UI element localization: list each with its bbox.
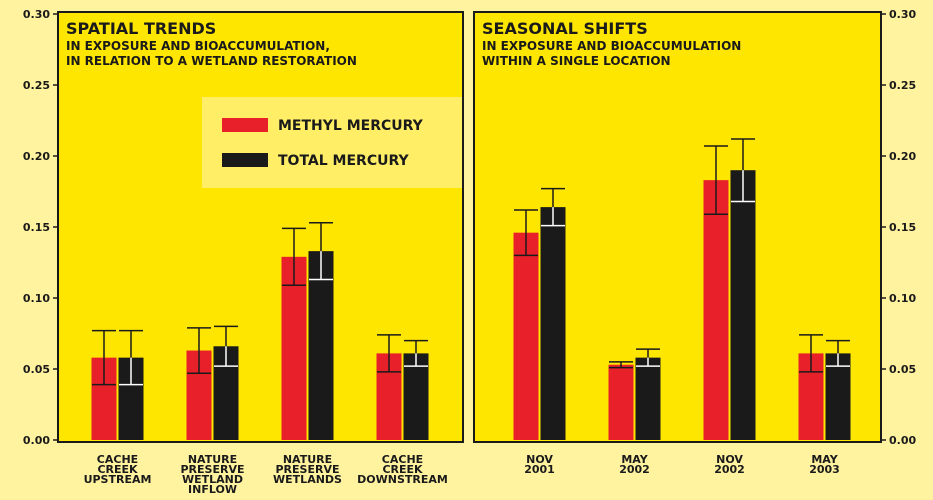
x-tick-label-line: UPSTREAM xyxy=(84,473,152,486)
x-tick-label-line: MAY xyxy=(811,453,838,466)
y-tick-label: 0.20 xyxy=(23,150,50,163)
y-tick-label: 0.30 xyxy=(889,8,916,21)
x-tick-label-line: 2003 xyxy=(809,463,840,476)
chart-subtitle: IN EXPOSURE AND BIOACCUMULATION, xyxy=(66,39,330,53)
y-tick-label: 0.15 xyxy=(23,221,50,234)
x-tick-label-line: INFLOW xyxy=(188,483,237,496)
chart-title: SPATIAL TRENDS xyxy=(66,19,216,38)
x-tick-label-line: NATURE xyxy=(188,453,237,466)
x-tick-label: MAY 2003 xyxy=(809,453,840,476)
y-tick-label: 0.30 xyxy=(23,8,50,21)
chart-title: SEASONAL SHIFTS xyxy=(482,19,648,38)
bar xyxy=(281,256,307,440)
x-tick-label-line: NOV xyxy=(526,453,553,466)
x-tick-label-line: CACHE xyxy=(382,453,423,466)
chart-subtitle: IN RELATION TO A WETLAND RESTORATION xyxy=(66,54,357,68)
y-tick-label: 0.25 xyxy=(23,79,50,92)
bar xyxy=(540,207,566,440)
y-tick-label: 0.00 xyxy=(889,434,916,447)
x-tick-label-line: 2002 xyxy=(619,463,650,476)
chart-subtitle: IN EXPOSURE AND BIOACCUMULATION xyxy=(482,39,741,53)
x-tick-label-line: PRESERVE xyxy=(181,463,245,476)
bar xyxy=(703,180,729,440)
bar xyxy=(608,364,634,440)
y-tick-label: 0.20 xyxy=(889,150,916,163)
bar xyxy=(308,251,334,440)
chart-subtitle: WITHIN A SINGLE LOCATION xyxy=(482,54,671,68)
x-tick-label-line: MAY xyxy=(621,453,648,466)
y-tick-label: 0.15 xyxy=(889,221,916,234)
x-tick-label-line: 2002 xyxy=(714,463,745,476)
bar xyxy=(513,232,539,440)
x-tick-label-line: NOV xyxy=(716,453,743,466)
x-tick-label: MAY 2002 xyxy=(619,453,650,476)
x-tick-label: NOV 2001 xyxy=(524,453,555,476)
legend-swatch xyxy=(222,118,268,132)
y-tick-label: 0.05 xyxy=(23,363,50,376)
legend-swatch xyxy=(222,153,268,167)
x-tick-label: CACHE CREEK UPSTREAM xyxy=(84,453,152,486)
x-tick-label-line: NATURE xyxy=(283,453,332,466)
x-tick-label: CACHE CREEK DOWNSTREAM xyxy=(357,453,448,486)
y-tick-label: 0.10 xyxy=(23,292,50,305)
bar xyxy=(730,170,756,440)
x-tick-label-line: WETLAND xyxy=(182,473,243,486)
legend-label: TOTAL MERCURY xyxy=(278,153,409,169)
y-tick-label: 0.00 xyxy=(23,434,50,447)
y-tick-label: 0.05 xyxy=(889,363,916,376)
y-tick-label: 0.25 xyxy=(889,79,916,92)
legend-box xyxy=(202,97,462,188)
x-tick-label: NATURE PRESERVE WETLAND INFLOW xyxy=(181,453,245,496)
x-tick-label-line: PRESERVE xyxy=(276,463,340,476)
bar xyxy=(825,353,851,440)
bar xyxy=(635,357,661,440)
legend-label: METHYL MERCURY xyxy=(278,118,424,134)
x-tick-label: NATURE PRESERVE WETLANDS xyxy=(273,453,342,486)
x-tick-label-line: CREEK xyxy=(97,463,138,476)
bar xyxy=(403,353,429,440)
x-tick-label-line: CREEK xyxy=(382,463,423,476)
y-tick-label: 0.10 xyxy=(889,292,916,305)
x-tick-label-line: WETLANDS xyxy=(273,473,342,486)
x-tick-label-line: 2001 xyxy=(524,463,555,476)
x-tick-label: NOV 2002 xyxy=(714,453,745,476)
x-tick-label-line: CACHE xyxy=(97,453,138,466)
x-tick-label-line: DOWNSTREAM xyxy=(357,473,448,486)
